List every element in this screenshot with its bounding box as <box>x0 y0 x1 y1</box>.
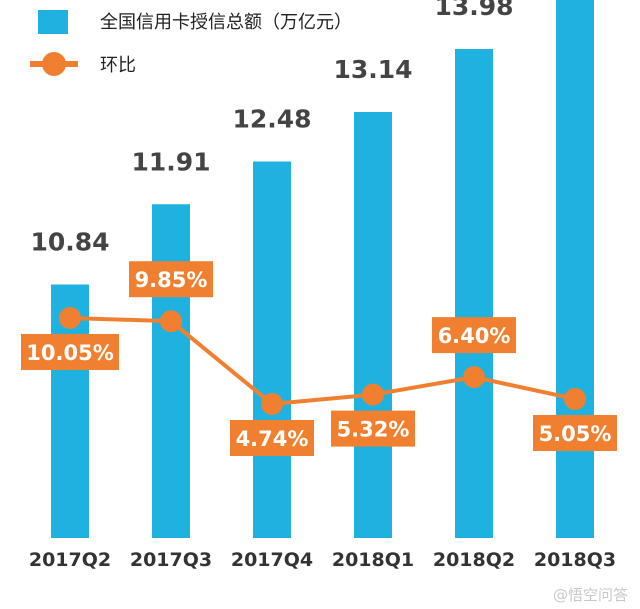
bar-label-2017Q4: 12.48 <box>232 105 311 134</box>
line-point-2018Q2 <box>463 366 485 389</box>
pct-badge-bg-2017Q4 <box>230 420 314 456</box>
x-tick-2017Q4: 2017Q4 <box>231 549 313 571</box>
bar-label-2018Q1: 13.14 <box>333 55 412 84</box>
bar-series <box>51 0 594 538</box>
legend-bar-label: 全国信用卡授信总额（万亿元） <box>100 12 352 33</box>
legend-bar-swatch <box>38 10 68 34</box>
bar-2018Q3 <box>556 0 594 538</box>
pct-label-2017Q4: 4.74% <box>236 427 309 451</box>
line-point-2017Q4 <box>261 393 283 415</box>
pct-badge-2018Q2: 6.40% <box>432 317 516 354</box>
line-value-labels: 10.05% 9.85% 4.74% 5.32% 6.40% 5.05% <box>21 261 617 456</box>
pct-badge-bg-2017Q2 <box>21 333 119 370</box>
pct-label-2017Q2: 10.05% <box>26 341 113 365</box>
pct-label-2017Q3: 9.85% <box>135 268 208 292</box>
bar-label-2018Q2: 13.98 <box>434 0 513 21</box>
bar-label-2017Q3: 11.91 <box>131 147 210 176</box>
pct-badge-bg-2017Q3 <box>129 261 213 298</box>
bar-2017Q4 <box>253 161 291 538</box>
legend-line-label: 环比 <box>100 55 136 76</box>
line-point-2018Q1 <box>362 383 384 406</box>
x-tick-2018Q1: 2018Q1 <box>332 549 414 571</box>
pct-badge-2017Q3: 9.85% <box>129 261 213 298</box>
bar-label-2017Q2: 10.84 <box>30 228 109 257</box>
pct-badge-2018Q1: 5.32% <box>331 410 415 447</box>
bar-2018Q1 <box>354 112 392 538</box>
legend: 全国信用卡授信总额（万亿元） 环比 <box>30 10 352 76</box>
x-tick-2017Q2: 2017Q2 <box>29 549 111 571</box>
pct-label-2018Q1: 5.32% <box>337 418 410 442</box>
pct-label-2018Q2: 6.40% <box>438 324 511 348</box>
line-point-2017Q3 <box>160 310 182 333</box>
pct-badge-2017Q2: 10.05% <box>21 333 119 370</box>
pct-badge-bg-2018Q3 <box>533 414 617 451</box>
x-tick-2018Q3: 2018Q3 <box>534 549 616 571</box>
x-tick-2017Q3: 2017Q3 <box>130 549 212 571</box>
bar-2018Q2 <box>455 49 493 538</box>
line-path <box>69 315 576 406</box>
x-tick-2018Q2: 2018Q2 <box>433 549 515 571</box>
legend-line-marker <box>42 52 66 76</box>
x-axis-ticks: 2017Q2 2017Q3 2017Q4 2018Q1 2018Q2 2018Q3 <box>29 549 616 571</box>
pct-label-2018Q3: 5.05% <box>539 422 612 446</box>
pct-badge-2017Q4: 4.74% <box>230 420 314 456</box>
pct-badge-bg-2018Q1 <box>331 410 415 447</box>
line-point-2018Q3 <box>564 387 586 410</box>
line-point-2017Q2 <box>59 306 81 329</box>
line-series <box>59 306 586 415</box>
pct-badge-2018Q3: 5.05% <box>533 414 617 451</box>
pct-badge-bg-2018Q2 <box>432 317 516 354</box>
watermark-text: @悟空问答 <box>553 586 628 604</box>
bar-2017Q3 <box>152 204 190 538</box>
